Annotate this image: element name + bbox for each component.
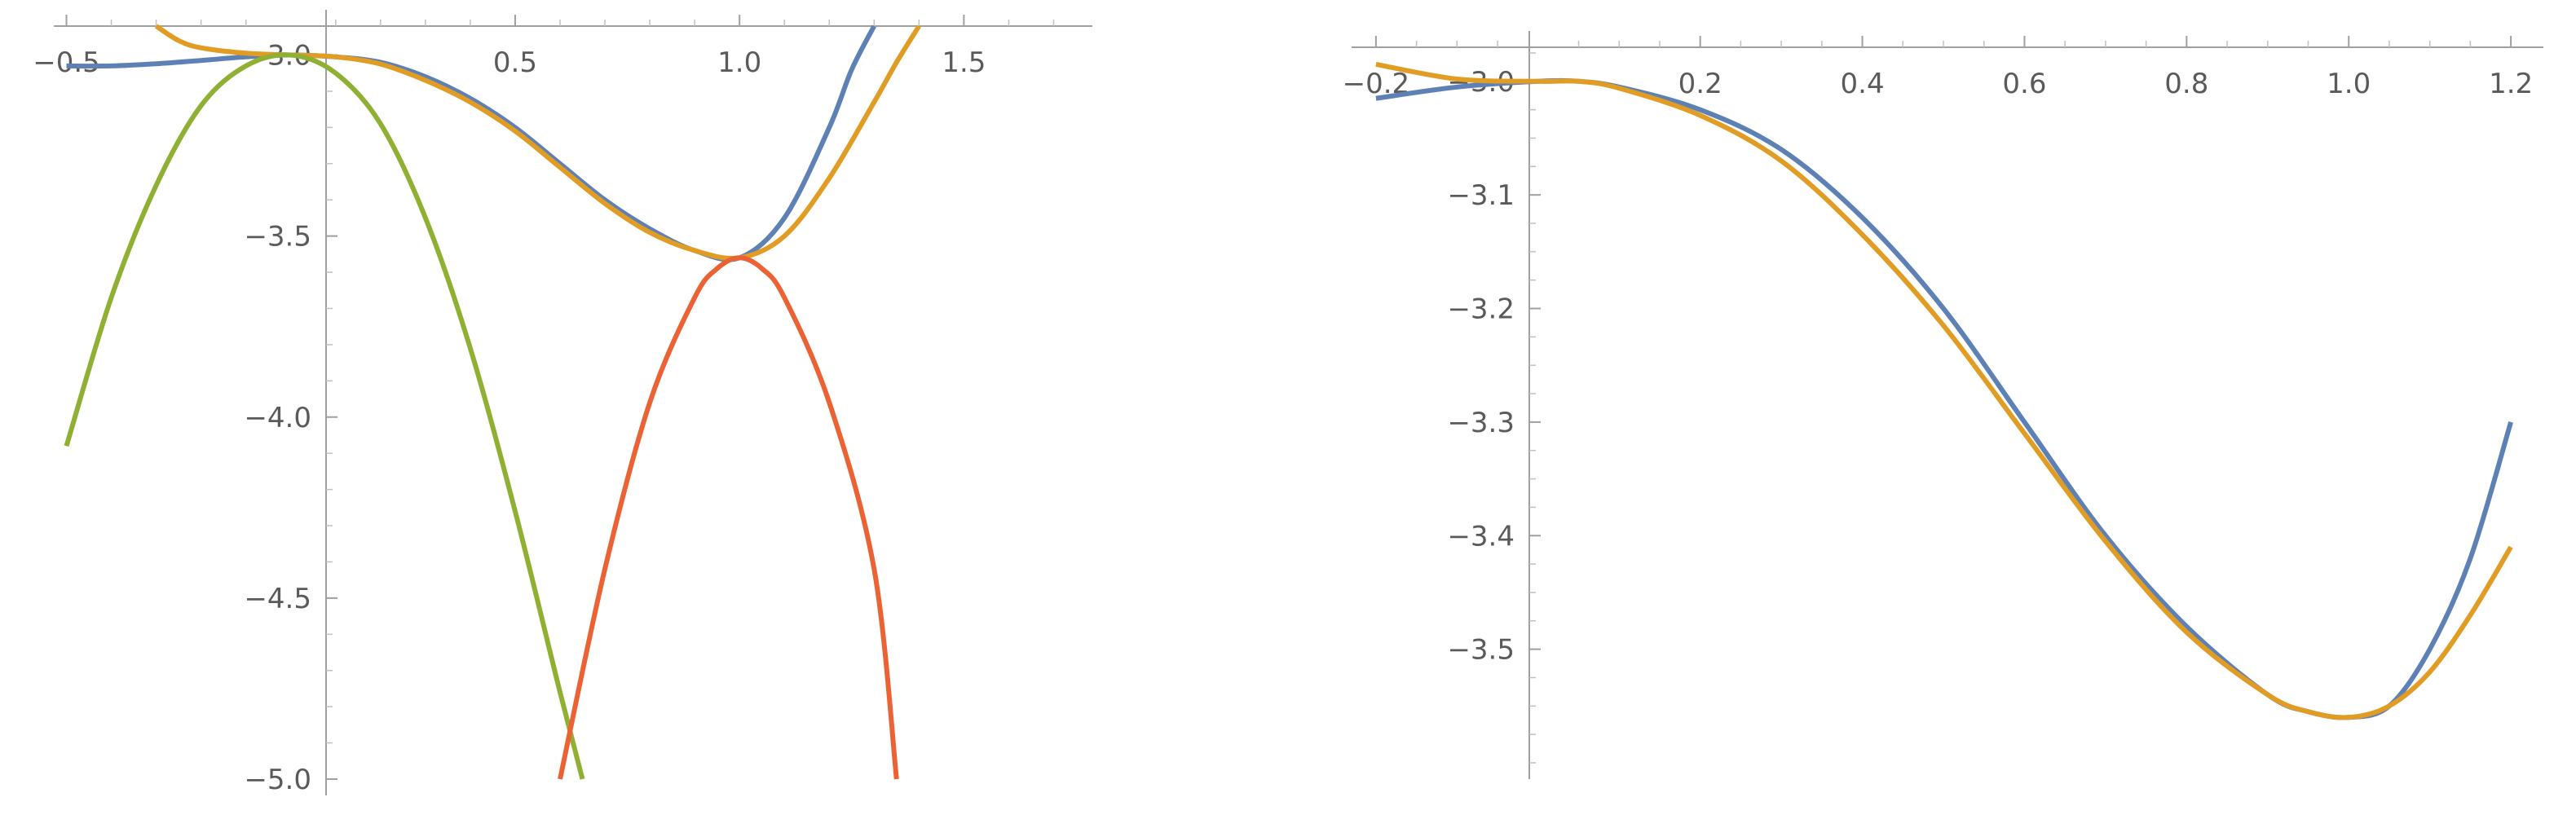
chart-2: −0.2 0.2 0.4 0.6 0.8 1.0 1.2−3.0−3.1−3.2−3.3−3… bbox=[1343, 31, 2543, 779]
y-tick-label: −3.5 bbox=[244, 221, 311, 253]
x-tick-label: 0.2 bbox=[1678, 68, 1722, 100]
y-tick-label: −3.5 bbox=[1447, 634, 1515, 667]
y-tick-label: −3.4 bbox=[1447, 520, 1515, 553]
x-tick-label: 0.8 bbox=[2164, 68, 2208, 100]
y-tick-label: −4.0 bbox=[244, 402, 311, 434]
x-tick-label: 1.0 bbox=[2327, 68, 2371, 100]
x-tick-label: 0.4 bbox=[1841, 68, 1885, 100]
series-line-4 bbox=[558, 255, 899, 780]
x-tick-label: 1.2 bbox=[2489, 68, 2533, 100]
x-tick-label: 0.5 bbox=[493, 46, 537, 79]
series-line-1 bbox=[66, 24, 876, 262]
y-tick-label: −5.0 bbox=[244, 764, 311, 796]
x-tick-label: −0.5 bbox=[33, 46, 100, 79]
y-tick-label: −3.2 bbox=[1447, 293, 1515, 326]
series-line-1 bbox=[1375, 77, 2513, 720]
series-line-3 bbox=[64, 52, 585, 780]
chart-1: −0.5 0.5 1.0 1.5−3.0−3.5−4.0−4.5−5.0 bbox=[33, 10, 1092, 796]
x-tick-label: 1.0 bbox=[717, 46, 761, 79]
x-tick-label: 1.5 bbox=[942, 46, 986, 79]
y-tick-label: −4.5 bbox=[244, 583, 311, 615]
series-line-2 bbox=[1375, 61, 2513, 720]
y-tick-label: −3.1 bbox=[1447, 179, 1515, 212]
y-tick-label: −3.3 bbox=[1447, 407, 1515, 439]
x-tick-label: 0.6 bbox=[2002, 68, 2046, 100]
series-line-2 bbox=[154, 24, 921, 261]
